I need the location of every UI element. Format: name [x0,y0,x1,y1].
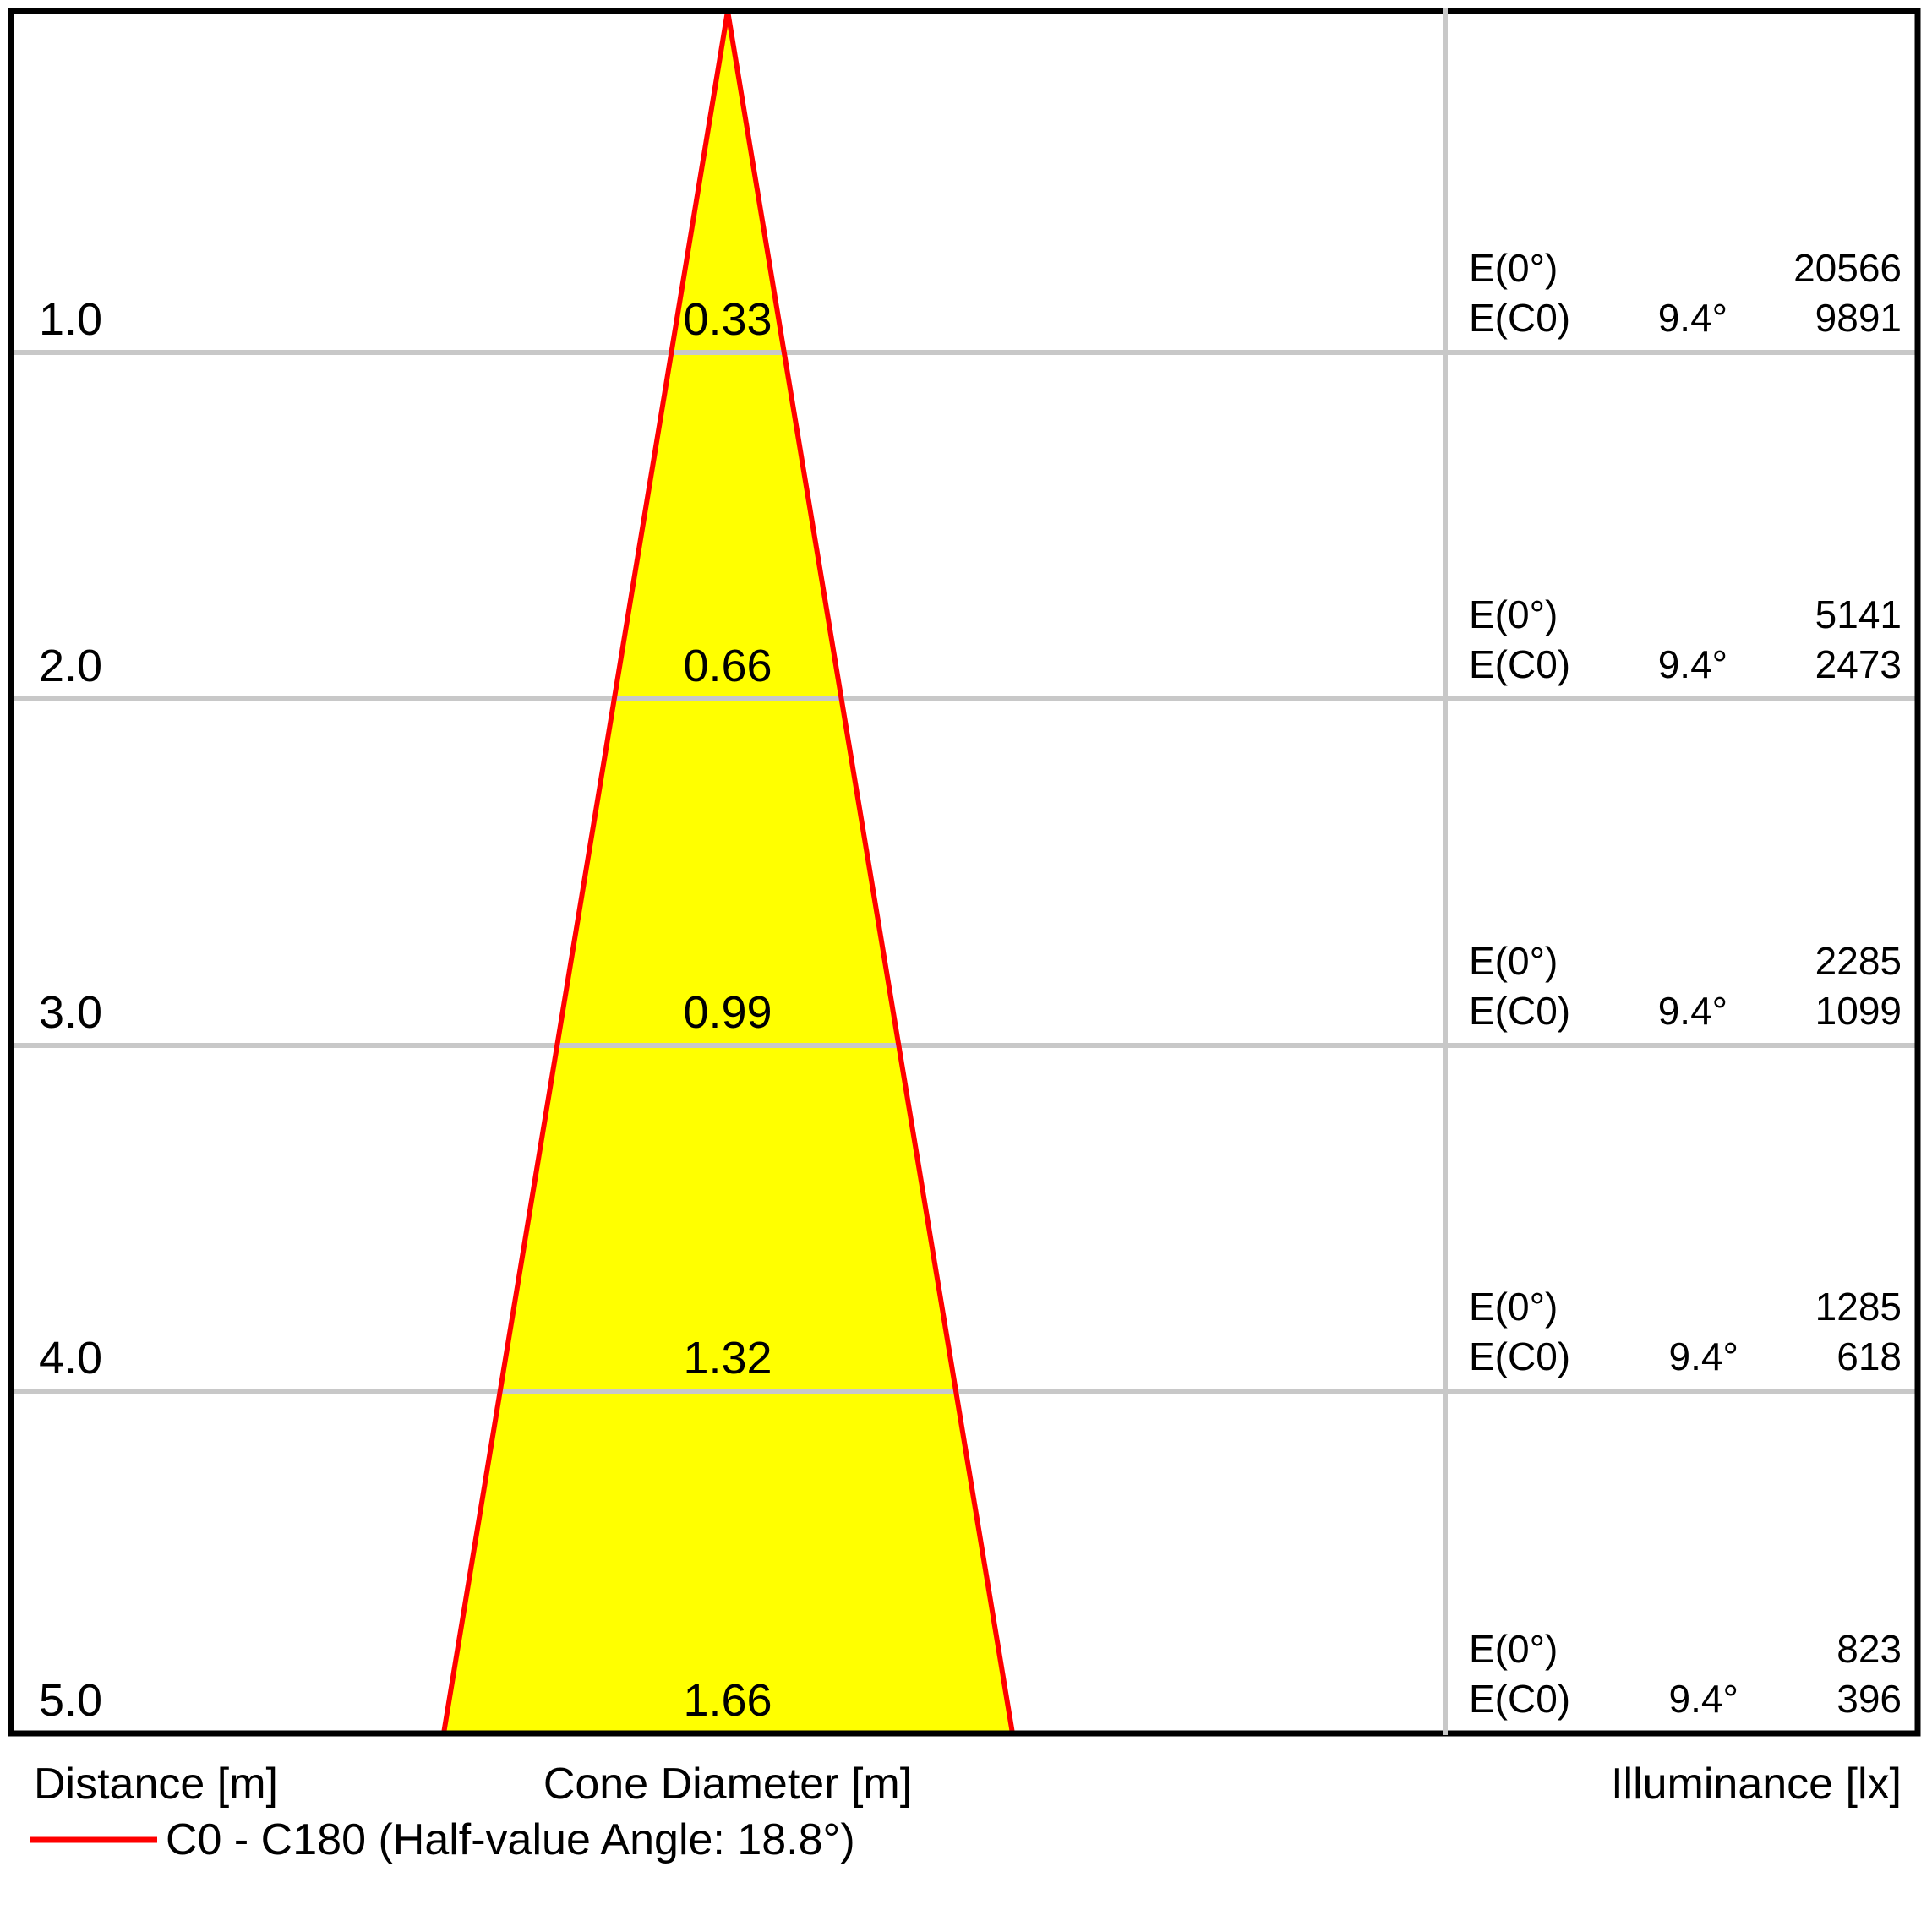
e0-value: 5141 [1815,592,1902,636]
ec0-value: 396 [1836,1677,1902,1721]
e0-label: E(0°) [1469,592,1558,636]
half-angle-value: 9.4° [1657,296,1728,340]
half-angle-value: 9.4° [1668,1677,1738,1721]
distance-label: 1.0 [39,294,103,345]
cone-diameter-label: 1.32 [683,1333,772,1384]
ec0-value: 9891 [1815,296,1902,340]
light-cone-fill [444,11,1012,1733]
ec0-label: E(C0) [1469,1334,1571,1378]
distance-label: 2.0 [39,641,103,691]
cone-edge-right [725,10,1015,1734]
half-angle-value: 9.4° [1657,989,1728,1033]
cone-diameter-axis-label: Cone Diameter [m] [543,1760,913,1809]
e0-value: 823 [1836,1627,1902,1671]
cone-edge-left [441,10,730,1734]
distance-label: 3.0 [39,987,103,1038]
outer-border [8,8,1921,1737]
ec0-line: E(C0) 9.4° 396 [1469,1679,1902,1718]
e0-label: E(0°) [1469,1627,1558,1671]
distance-axis-label: Distance [m] [34,1760,278,1809]
e0-line: E(0°) 5141 [1469,595,1902,634]
e0-line: E(0°) 2285 [1469,941,1902,980]
cone-diameter-label: 0.66 [683,641,772,691]
ec0-label: E(C0) [1469,296,1571,340]
ec0-value: 618 [1836,1334,1902,1378]
e0-label: E(0°) [1469,939,1558,983]
distance-label: 5.0 [39,1675,103,1726]
cone-diameter-label: 0.99 [683,987,772,1038]
illuminance-axis-label: Illuminance [lx] [1611,1760,1902,1809]
e0-line: E(0°) 823 [1469,1629,1902,1668]
half-angle-value: 9.4° [1657,642,1728,686]
ec0-label: E(C0) [1469,1677,1571,1721]
ec0-line: E(C0) 9.4° 2473 [1469,645,1902,684]
e0-line: E(0°) 1285 [1469,1287,1902,1326]
half-angle-value: 9.4° [1668,1334,1738,1378]
e0-label: E(0°) [1469,1285,1558,1329]
e0-value: 2285 [1815,939,1902,983]
ec0-value: 1099 [1815,989,1902,1033]
cone-diameter-label: 1.66 [683,1675,772,1726]
e0-label: E(0°) [1469,246,1558,290]
e0-value: 1285 [1815,1285,1902,1329]
distance-label: 4.0 [39,1333,103,1384]
ec0-line: E(C0) 9.4° 618 [1469,1337,1902,1376]
ec0-label: E(C0) [1469,989,1571,1033]
e0-line: E(0°) 20566 [1469,248,1902,287]
ec0-label: E(C0) [1469,642,1571,686]
legend-label: C0 - C180 (Half-value Angle: 18.8°) [166,1815,855,1864]
ec0-line: E(C0) 9.4° 9891 [1469,298,1902,337]
ec0-value: 2473 [1815,642,1902,686]
legend-line-swatch [30,1836,157,1843]
e0-value: 20566 [1793,246,1902,290]
ec0-line: E(C0) 9.4° 1099 [1469,991,1902,1030]
cone-diameter-label: 0.33 [683,294,772,345]
